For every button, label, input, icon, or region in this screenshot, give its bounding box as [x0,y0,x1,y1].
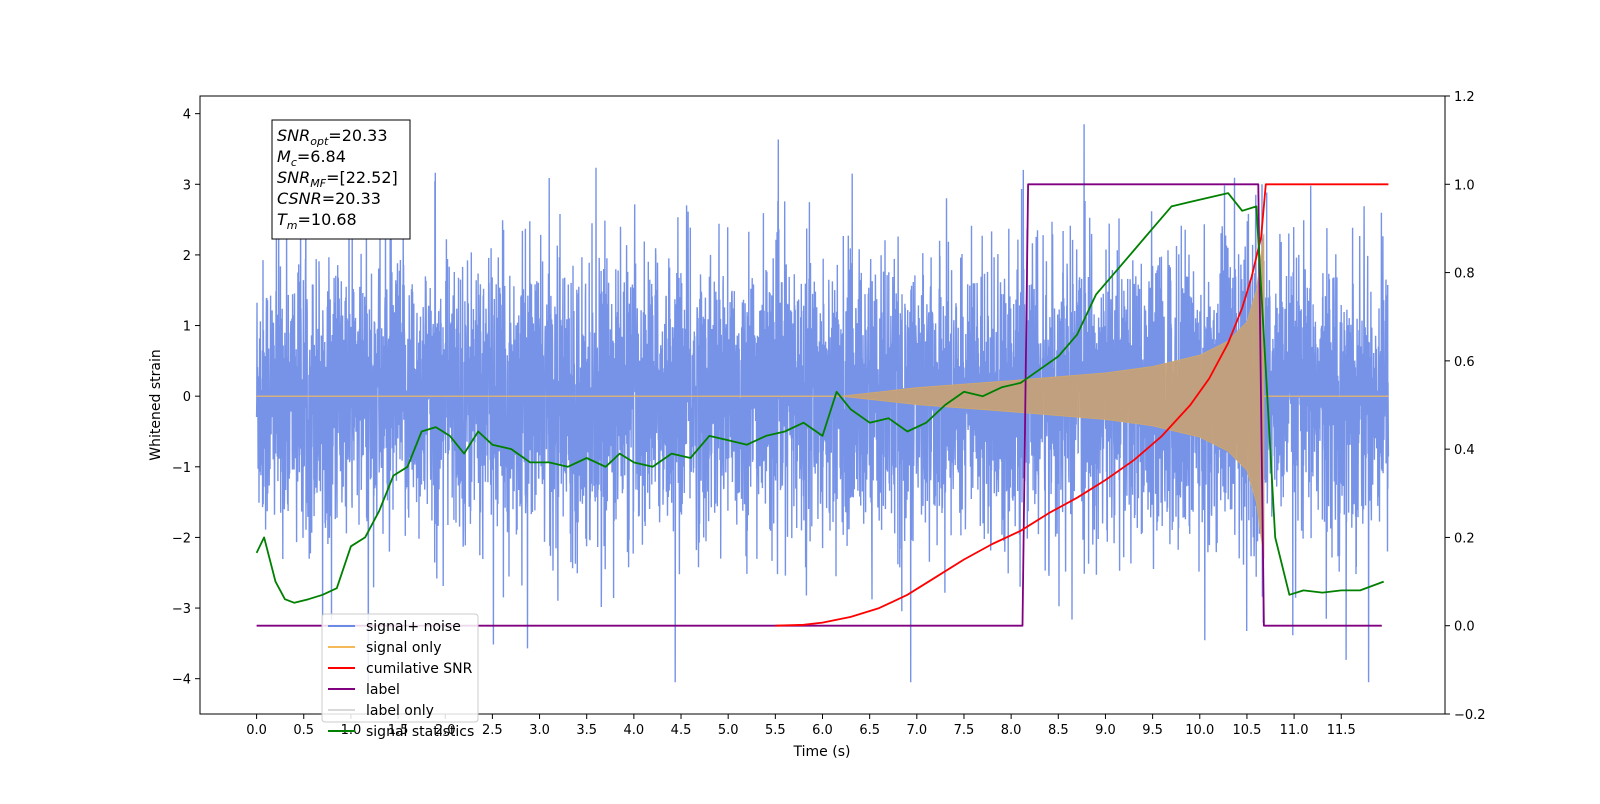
y2-tick-label: 0.8 [1454,267,1475,282]
x-tick-label: 3.5 [576,723,597,738]
series-layer [255,124,1390,683]
x-tick-label: 3.0 [529,723,550,738]
y-tick-label: 4 [183,108,191,123]
y-tick-label: −3 [172,602,191,617]
x-tick-label: 10.5 [1232,723,1261,738]
x-tick-label: 0.0 [246,723,267,738]
annotation-line: Tm=10.68 [277,210,357,232]
x-tick-label: 0.5 [293,723,314,738]
y2-tick-label: 0.0 [1454,620,1475,635]
y-axis-left: 4 3 2 1 0 −1 −2 −3 −4 [172,108,200,688]
x-tick-label: 8.5 [1048,723,1069,738]
y2-tick-label: 0.4 [1454,443,1475,458]
series-signal-statistics [255,192,1385,604]
y-axis-right: 1.2 1.0 0.8 0.6 0.4 0.2 0.0 −0.2 [1445,90,1486,723]
x-tick-label: 9.0 [1095,723,1116,738]
legend-label: signal only [366,640,441,656]
legend-label: signal statistics [366,724,474,740]
y-tick-label: −1 [172,461,191,476]
y-tick-label: 0 [183,390,191,405]
series-cumulative-snr [775,183,1389,627]
y-tick-label: 1 [183,320,191,335]
x-tick-label: 6.0 [812,723,833,738]
x-tick-label: 5.5 [765,723,786,738]
x-tick-label: 7.0 [906,723,927,738]
series-signal-only [841,233,1265,559]
y2-tick-label: 0.2 [1454,531,1475,546]
y2-tick-label: 1.2 [1454,90,1475,105]
y-tick-label: −2 [172,531,191,546]
x-tick-label: 4.0 [624,723,645,738]
legend-frame [321,613,479,723]
y-axis-label: Whitened strain [148,349,164,460]
y-tick-label: 3 [183,178,191,193]
x-tick-label: 8.0 [1001,723,1022,738]
y-tick-label: 2 [183,249,191,264]
x-axis: 0.0 0.5 1.0 1.5 2.0 2.5 3.0 3.5 4.0 4.5 5.0 5.5 6.0 6… [246,714,1356,738]
x-axis-label: Time (s) [793,744,851,760]
y-tick-label: −4 [172,673,191,688]
x-tick-label: 11.0 [1280,723,1309,738]
y2-tick-label: 1.0 [1454,178,1475,193]
x-tick-label: 7.5 [954,723,975,738]
y2-tick-label: 0.6 [1454,355,1475,370]
legend-label: label [366,682,400,698]
annotation-frame [271,119,411,240]
x-tick-label: 2.5 [482,723,503,738]
annotation-line: SNRMF=[22.52] [277,168,398,190]
x-tick-label: 1.5 [388,723,409,738]
annotation-box: SNRopt=20.33Mc=6.84SNRMF=[22.52]CSNR=20.… [271,119,411,240]
annotation-line: Mc=6.84 [277,147,346,169]
legend-label: cumilative SNR [366,661,473,677]
x-tick-label: 9.5 [1142,723,1163,738]
annotation-line: SNRopt=20.33 [277,126,388,148]
x-tick-label: 5.0 [718,723,739,738]
y2-tick-label: −0.2 [1454,708,1486,723]
x-tick-label: 6.5 [859,723,880,738]
series-label [256,183,1382,627]
legend: signal+ noise signal only cumilative SNR la… [321,613,479,740]
x-tick-label: 10.0 [1185,723,1214,738]
x-tick-label: 11.5 [1327,723,1356,738]
annotation-line: CSNR=20.33 [277,189,381,208]
x-tick-label: 4.5 [671,723,692,738]
x-tick-label: 2.0 [435,723,456,738]
legend-label: label only [366,703,434,719]
legend-label: signal+ noise [366,619,461,635]
